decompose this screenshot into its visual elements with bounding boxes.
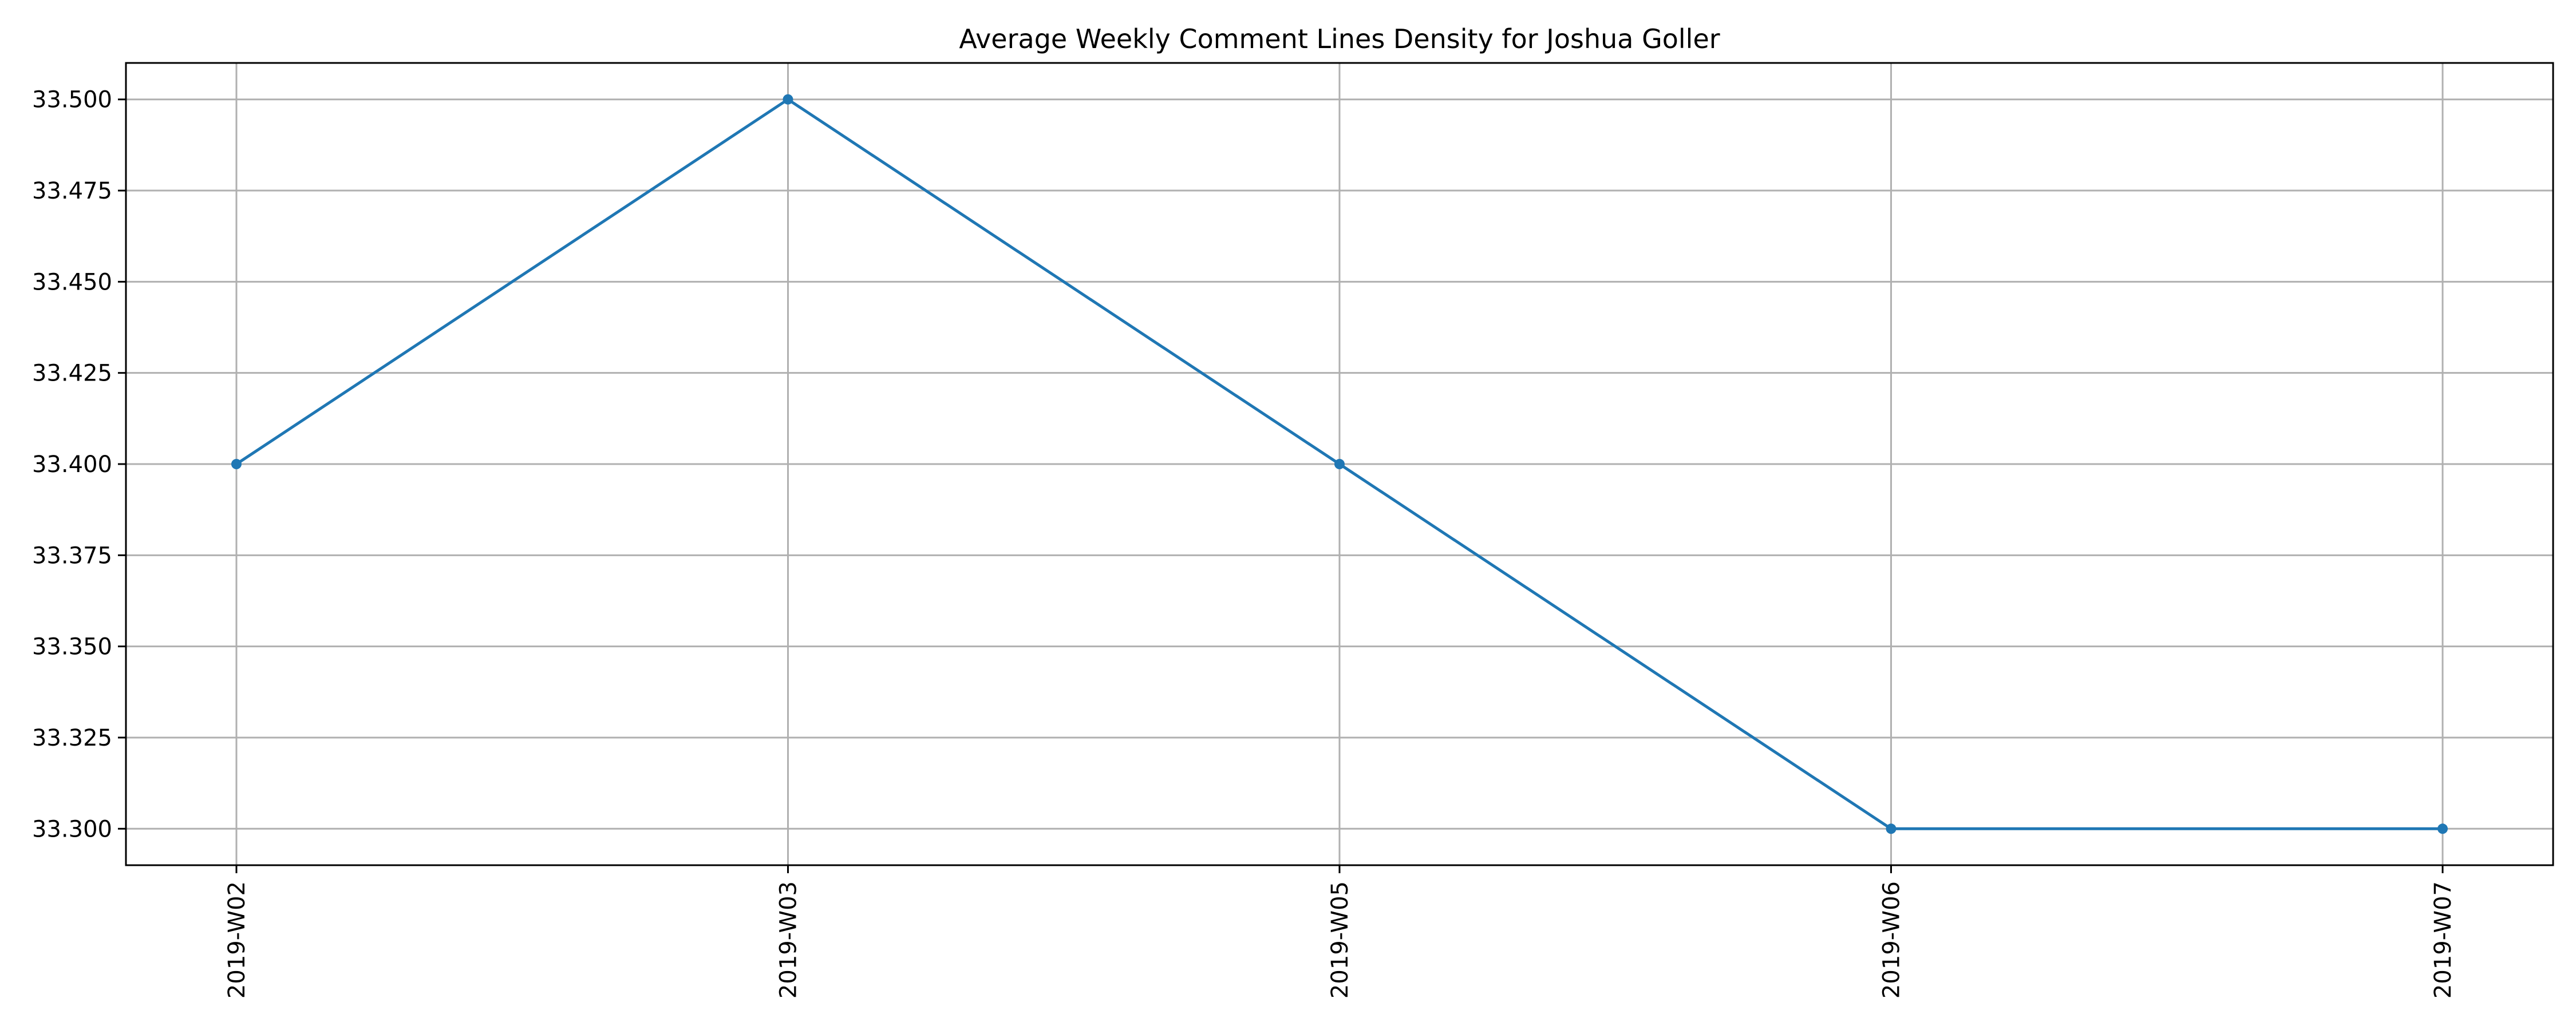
y-tick-label: 33.425 <box>32 360 112 387</box>
x-tick-label: 2019-W05 <box>1327 881 1353 999</box>
data-point <box>231 459 242 469</box>
data-point <box>1334 459 1345 469</box>
chart-title: Average Weekly Comment Lines Density for… <box>959 23 1720 54</box>
x-tick-label: 2019-W07 <box>2430 881 2456 999</box>
y-tick-label: 33.500 <box>32 87 112 113</box>
y-tick-label: 33.475 <box>32 178 112 204</box>
data-point <box>1886 823 1897 834</box>
x-axis-ticks: 2019-W02 2019-W03 2019-W05 2019-W06 2019-W07 <box>224 865 2456 999</box>
y-tick-label: 33.300 <box>32 816 112 842</box>
series-layer <box>231 94 2448 834</box>
y-tick-label: 33.450 <box>32 269 112 295</box>
y-tick-label: 33.350 <box>32 634 112 660</box>
y-tick-label: 33.325 <box>32 725 112 751</box>
x-tick-label: 2019-W02 <box>224 881 250 999</box>
y-tick-label: 33.400 <box>32 451 112 478</box>
y-axis-ticks: 33.300 33.325 33.350 33.375 33.400 33.425 33.4… <box>32 87 126 842</box>
data-point <box>2437 823 2448 834</box>
y-tick-label: 33.375 <box>32 542 112 569</box>
data-point <box>783 94 793 105</box>
x-tick-label: 2019-W03 <box>776 881 802 999</box>
x-tick-label: 2019-W06 <box>1879 881 1905 999</box>
